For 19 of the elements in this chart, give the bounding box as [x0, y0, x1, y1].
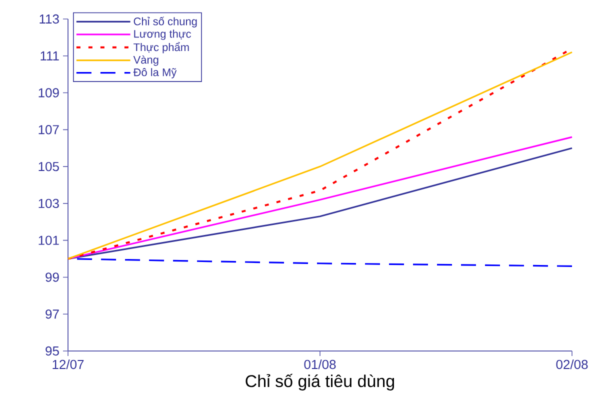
legend-label: Thực phẩm — [134, 42, 189, 54]
y-tick-label: 103 — [38, 198, 59, 208]
y-tick-label: 105 — [38, 162, 59, 172]
legend-label: Vàng — [133, 55, 158, 66]
y-tick-label: 113 — [40, 14, 59, 24]
x-axis-title: Chỉ số giá tiêu dùng — [246, 374, 394, 391]
x-tick-label: 01/08 — [304, 360, 336, 370]
x-tick-label: 02/08 — [556, 360, 588, 370]
legend-label: Đô la Mỹ — [133, 68, 177, 78]
x-tick-label: 12/07 — [52, 360, 84, 370]
y-tick-label: 99 — [46, 272, 59, 282]
y-tick-label: 101 — [38, 236, 59, 245]
legend-label: Lương thực — [134, 30, 191, 40]
y-tick-label: 95 — [46, 346, 59, 356]
y-tick-label: 109 — [38, 88, 59, 98]
legend-label: Chỉ số chung — [134, 16, 197, 28]
y-tick-label: 111 — [40, 51, 59, 60]
y-tick-label: 107 — [38, 125, 59, 134]
y-tick-label: 97 — [46, 310, 59, 319]
